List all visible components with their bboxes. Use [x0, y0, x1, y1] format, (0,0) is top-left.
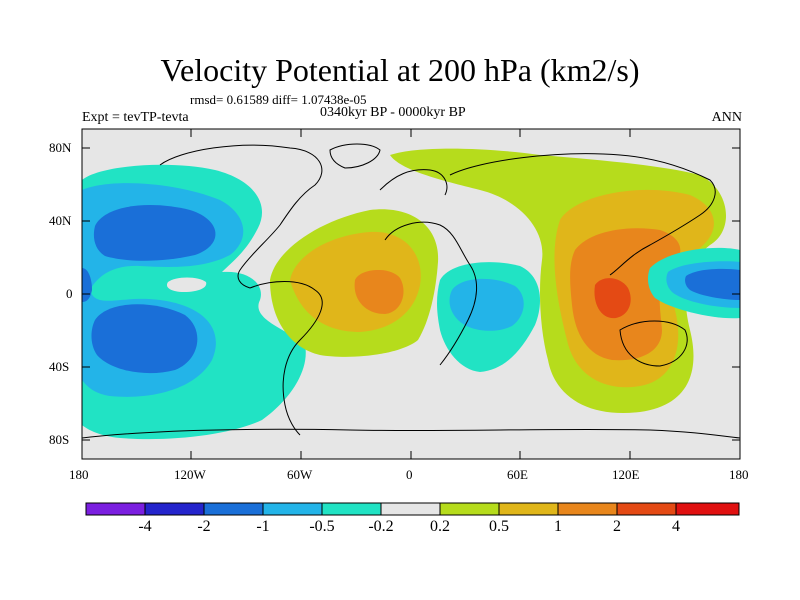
xlabel-120E: 120E: [612, 467, 640, 482]
experiment-label: Expt = tevTP-tevta: [82, 110, 189, 125]
contour-wpac-blue: [685, 268, 740, 300]
xlabel-120W: 120W: [174, 467, 206, 482]
cbar-label-minus02: -0.2: [368, 518, 394, 535]
contour-indian-lightblue: [449, 278, 524, 331]
coast-asia: [449, 153, 716, 276]
colorbar-box-9: [557, 502, 618, 516]
contour-pacific-blue-south: [91, 304, 198, 374]
cbar-label-minus05: -0.5: [309, 518, 335, 535]
contour-asia-redorange: [594, 278, 631, 319]
contour-pacific-blue-north: [93, 205, 216, 261]
cbar-label-minus1: -1: [256, 518, 270, 535]
cbar-label-05: 0.5: [489, 518, 509, 535]
colorbar-box-3: [203, 502, 264, 516]
colorbar-box-10: [616, 502, 677, 516]
coast-europe: [379, 169, 448, 196]
rmsd-diff-stats: rmsd= 0.61589 diff= 1.07438e-05: [190, 92, 367, 107]
ylabel-40N: 40N: [49, 213, 72, 228]
colorbar-box-1: [85, 502, 146, 516]
coast-south-america: [249, 281, 323, 436]
xlabel-60E: 60E: [507, 467, 528, 482]
xlabel-0: 0: [406, 467, 413, 482]
colorbar: [85, 502, 740, 516]
cbar-label-minus2: -2: [197, 518, 211, 535]
coast-antarctica: [82, 428, 740, 439]
cbar-label-1: 1: [554, 518, 562, 535]
ylabel-80N: 80N: [49, 140, 72, 155]
colorbar-box-7: [439, 502, 500, 516]
coast-north-america: [159, 144, 323, 289]
colorbar-box-11: [675, 502, 740, 516]
ylabel-0: 0: [66, 286, 73, 301]
xlabel-180-left: 180: [69, 467, 89, 482]
shaded-contours: [82, 143, 740, 440]
cbar-label-minus4: -4: [138, 518, 152, 535]
plot-title: Velocity Potential at 200 hPa (km2/s): [160, 52, 640, 88]
xlabel-180-right: 180: [729, 467, 749, 482]
period-subtitle: 0340kyr BP - 0000kyr BP: [320, 105, 466, 120]
cbar-label-02: 0.2: [430, 518, 450, 535]
ylabel-80S: 80S: [49, 432, 70, 447]
cbar-label-2: 2: [613, 518, 621, 535]
coastlines: [82, 143, 740, 439]
ylabel-40S: 40S: [49, 359, 70, 374]
coast-australia: [619, 320, 688, 367]
cbar-label-4: 4: [672, 518, 680, 535]
coast-greenland: [329, 143, 381, 169]
colorbar-box-2: [144, 502, 205, 516]
colorbar-box-5: [321, 502, 382, 516]
axis-ticks: [82, 129, 740, 459]
coast-africa: [384, 221, 477, 366]
xlabel-60W: 60W: [287, 467, 313, 482]
season-label: ANN: [711, 110, 742, 125]
colorbar-box-4: [262, 502, 323, 516]
contour-atlantic-orange: [354, 269, 404, 314]
contour-pacific-hole: [166, 277, 207, 292]
colorbar-box-6: [380, 502, 441, 516]
colorbar-box-8: [498, 502, 559, 516]
